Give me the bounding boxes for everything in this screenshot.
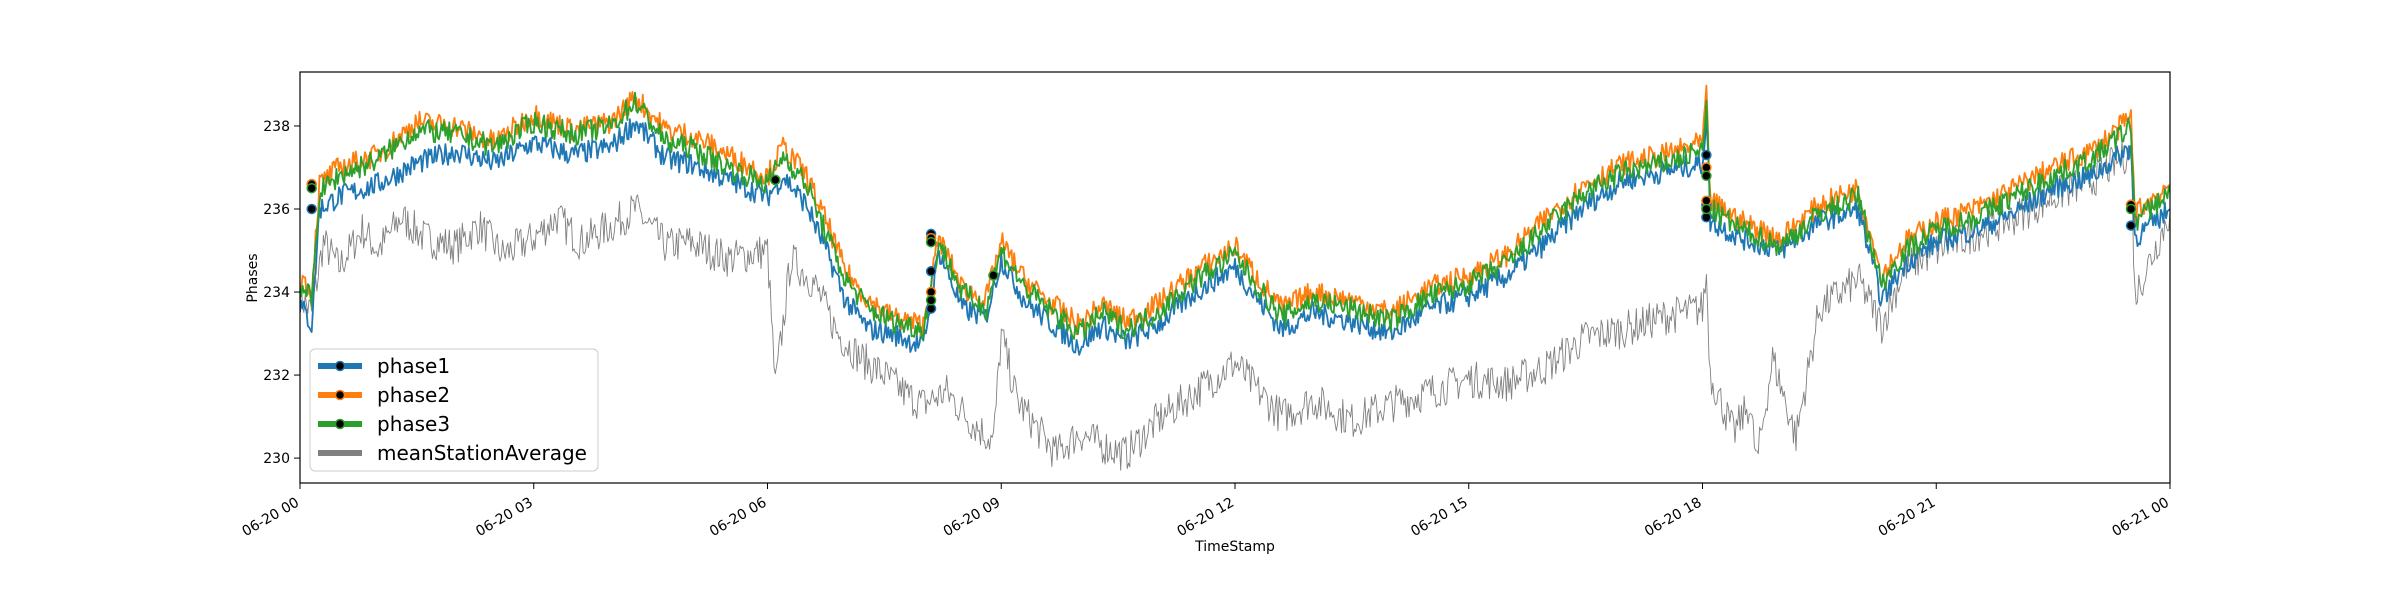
x-tick-label: 06-20 15 — [1408, 495, 1471, 540]
marker-phase3-1 — [770, 174, 781, 186]
x-tick-label: 06-20 00 — [239, 495, 302, 540]
series-line-meanStationAverage — [300, 139, 2170, 471]
y-tick-label: 230 — [263, 451, 290, 467]
marker-phase1-9 — [1701, 149, 1712, 161]
marker-phase3-6 — [1701, 203, 1712, 215]
legend-label-phase2: phase2 — [377, 383, 450, 407]
x-axis: 06-20 00 06-20 03 06-20 06 06-20 09 06-20 12… — [239, 483, 2172, 540]
legend-box — [309, 348, 599, 472]
marker-phase3-3 — [925, 295, 937, 306]
y-axis: 230 232 234 236 238 — [263, 119, 300, 467]
legend-marker-phase2 — [334, 389, 346, 401]
legend-marker-phase1 — [334, 360, 346, 372]
marker-phase3-4 — [988, 270, 999, 281]
y-tick-label: 234 — [263, 285, 290, 301]
x-tick-label: 06-20 06 — [707, 495, 770, 540]
marker-phase3-5 — [1701, 170, 1712, 182]
y-tick-label: 238 — [263, 119, 290, 135]
plot-area — [300, 72, 2170, 483]
x-axis-label: TimeStamp — [1194, 539, 1275, 555]
marker-phase1-0 — [306, 203, 317, 215]
y-tick-label: 236 — [263, 202, 290, 218]
x-tick-label: 06-20 18 — [1642, 495, 1705, 540]
series-line-phase3 — [300, 91, 2170, 340]
marker-phase1-3 — [925, 266, 937, 277]
legend-marker-phase3 — [334, 418, 346, 430]
marker-phase3-7 — [2125, 203, 2137, 215]
x-tick-label: 06-20 12 — [1174, 495, 1237, 540]
marker-phase3-2 — [925, 236, 937, 248]
marker-phase1-10 — [2125, 220, 2137, 231]
series-layer — [300, 84, 2170, 471]
x-tick-label: 06-20 03 — [473, 495, 536, 540]
x-tick-label: 06-20 09 — [941, 495, 1004, 540]
legend: phase1 phase2 phase3 meanStationAverage — [309, 348, 599, 472]
marker-phase3-0 — [306, 182, 317, 194]
x-tick-label: 06-20 21 — [1876, 495, 1939, 540]
legend-label-phase1: phase1 — [377, 354, 450, 378]
y-tick-label: 232 — [263, 368, 290, 384]
x-tick-label: 06-21 00 — [2109, 495, 2172, 540]
series-line-phase1 — [300, 118, 2170, 356]
legend-label-phase3: phase3 — [377, 412, 450, 436]
legend-label-meanStationAverage: meanStationAverage — [377, 441, 587, 465]
y-axis-label: Phases — [245, 253, 261, 302]
marker-layer — [306, 149, 2137, 314]
